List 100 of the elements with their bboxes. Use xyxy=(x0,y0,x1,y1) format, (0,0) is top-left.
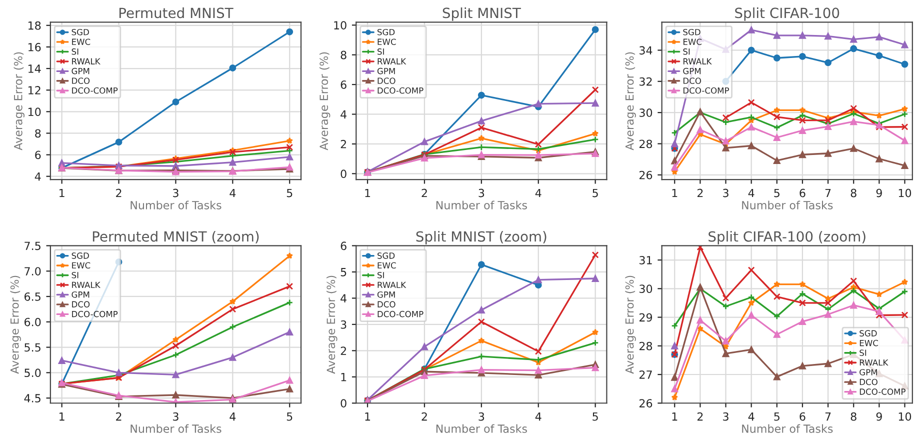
y-tick-label: 2 xyxy=(340,140,346,148)
legend-label: SI xyxy=(72,272,78,278)
legend-label: RWALK xyxy=(378,282,406,288)
legend-label: DCO xyxy=(72,78,90,84)
y-tick-label: 5.0 xyxy=(24,368,41,378)
x-tick-label: 3 xyxy=(173,412,178,421)
y-tick-label: 0 xyxy=(340,170,346,178)
x-tick-label: 2 xyxy=(697,188,703,198)
legend-label: EWC xyxy=(683,38,702,45)
legend-label: SGD xyxy=(72,28,89,36)
x-axis-title: Number of Tasks xyxy=(436,200,527,210)
x-tick-label: 7 xyxy=(825,188,831,198)
legend-label: GPM xyxy=(72,68,90,74)
y-tick-label: 4.5 xyxy=(24,394,40,402)
y-tick-label: 16 xyxy=(28,42,41,52)
x-tick-label: 2 xyxy=(697,412,703,421)
y-tick-label: 2 xyxy=(340,346,346,355)
legend-label: RWALK xyxy=(72,58,100,64)
legend-label: RWALK xyxy=(72,282,100,288)
y-tick-label: 0 xyxy=(340,399,346,408)
legend-label: DCO xyxy=(860,378,878,386)
y-tick-label: 34 xyxy=(640,46,652,55)
legend-label: DCO xyxy=(378,301,396,308)
y-tick-label: 27 xyxy=(639,370,652,379)
x-tick-label: 5 xyxy=(592,412,598,421)
legend-label: DCO-COMP xyxy=(72,310,118,318)
legend-label: SI xyxy=(378,272,384,278)
y-tick-label: 28 xyxy=(639,140,652,148)
x-tick-label: 2 xyxy=(116,412,122,421)
y-tick-label: 26 xyxy=(639,170,652,180)
x-tick-label: 3 xyxy=(723,412,728,421)
x-tick-label: 2 xyxy=(116,188,122,198)
x-tick-label: 3 xyxy=(173,188,178,198)
legend-label: SI xyxy=(378,48,384,55)
y-tick-label: 4 xyxy=(340,294,346,302)
x-tick-label: 9 xyxy=(876,412,882,421)
legend-label: DCO-COMP xyxy=(860,388,906,395)
y-tick-label: 32 xyxy=(640,77,652,86)
y-tick-label: 6 xyxy=(340,242,346,250)
x-tick-label: 4 xyxy=(748,188,754,198)
x-tick-label: 1 xyxy=(672,188,678,198)
x-tick-label: 4 xyxy=(748,412,754,421)
legend-label: EWC xyxy=(72,38,90,45)
x-axis-title: Number of Tasks xyxy=(742,424,833,433)
legend-label: DCO-COMP xyxy=(72,87,118,94)
legend-label: RWALK xyxy=(378,58,406,64)
legend-label: SGD xyxy=(683,28,700,36)
x-tick-label: 7 xyxy=(825,412,831,421)
x-axis-title: Number of Tasks xyxy=(130,424,222,433)
legend-label: DCO-COMP xyxy=(378,310,424,318)
x-axis-title: Number of Tasks xyxy=(436,424,527,433)
x-axis-title: Number of Tasks xyxy=(742,200,833,210)
y-tick-label: 7.0 xyxy=(24,267,41,276)
legend-label: RWALK xyxy=(860,359,888,366)
x-tick-label: 10 xyxy=(898,188,912,198)
legend-label: SI xyxy=(683,48,690,55)
chart-title: Permuted MNIST (zoom) xyxy=(92,230,259,244)
legend-label: DCO xyxy=(378,78,396,84)
legend-label: GPM xyxy=(377,291,395,298)
y-tick-label: 10 xyxy=(334,21,346,30)
y-tick-label: 6 xyxy=(340,80,346,89)
x-tick-label: 2 xyxy=(422,188,427,198)
legend-label: GPM xyxy=(683,68,701,74)
legend-label: SGD xyxy=(378,28,395,36)
chart-title: Split MNIST (zoom) xyxy=(416,230,546,244)
x-tick-label: 1 xyxy=(672,412,678,421)
x-tick-label: 4 xyxy=(535,188,542,198)
y-tick-label: 10 xyxy=(28,108,41,116)
y-tick-label: 14 xyxy=(28,64,41,73)
x-tick-label: 5 xyxy=(286,412,292,421)
y-axis-title: Average Error (%) xyxy=(10,276,21,374)
x-tick-label: 8 xyxy=(850,412,856,421)
x-tick-label: 5 xyxy=(592,188,598,198)
legend-label: EWC xyxy=(72,262,90,269)
x-tick-label: 4 xyxy=(230,412,236,421)
y-tick-label: 4 xyxy=(340,110,346,118)
y-tick-label: 8 xyxy=(340,50,346,60)
y-tick-label: 30 xyxy=(640,108,652,117)
y-tick-label: 5 xyxy=(340,268,346,276)
y-tick-label: 18 xyxy=(28,21,41,30)
chart-title: Split MNIST xyxy=(442,7,521,21)
chart-title: Split CIFAR-100 (zoom) xyxy=(708,230,866,244)
x-tick-label: 3 xyxy=(723,188,728,198)
x-tick-label: 6 xyxy=(800,188,806,198)
y-tick-label: 6 xyxy=(35,150,41,160)
y-tick-label: 31 xyxy=(640,256,652,264)
legend-label: DCO xyxy=(683,78,701,84)
x-tick-label: 5 xyxy=(774,412,780,421)
x-tick-label: 5 xyxy=(286,188,292,198)
legend-label: GPM xyxy=(860,369,877,376)
y-tick-label: 8 xyxy=(35,129,41,138)
legend-label: DCO xyxy=(72,301,90,308)
x-tick-label: 4 xyxy=(230,188,236,198)
legend-label: SGD xyxy=(72,252,89,259)
y-tick-label: 6.5 xyxy=(24,292,40,301)
legend-label: RWALK xyxy=(683,58,712,64)
x-tick-label: 4 xyxy=(535,412,542,421)
y-tick-label: 29 xyxy=(639,313,652,322)
x-tick-label: 8 xyxy=(850,188,856,198)
x-tick-label: 1 xyxy=(60,412,64,421)
